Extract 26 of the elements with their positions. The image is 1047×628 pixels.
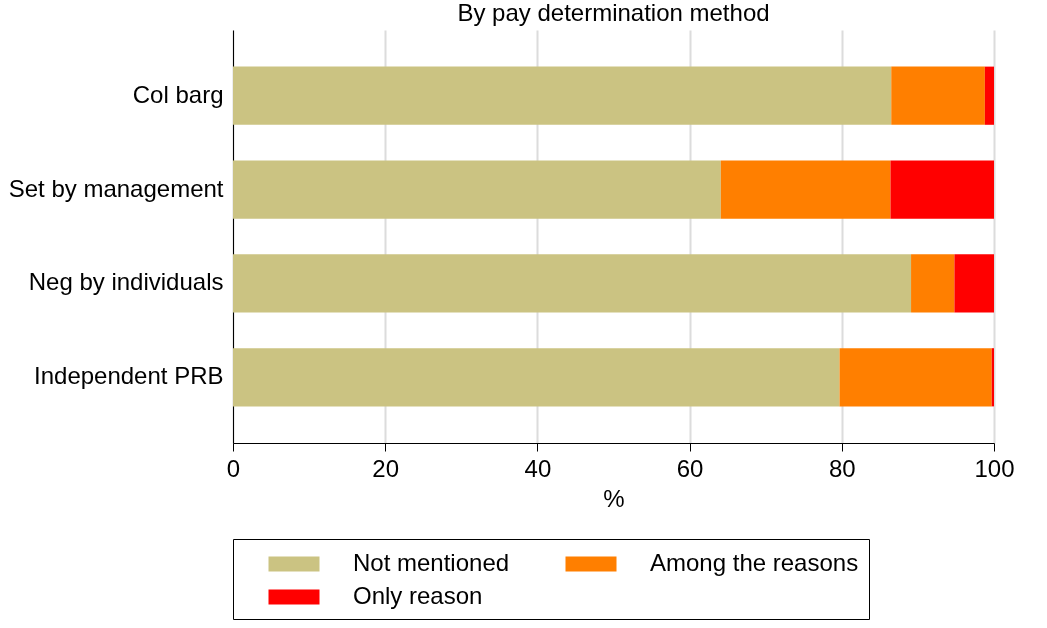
x-axis-title: %	[603, 484, 625, 512]
y-tick-label: Set by management	[8, 174, 224, 202]
bar	[839, 348, 992, 407]
chart-title: By pay determination method	[457, 0, 770, 26]
bar	[233, 348, 840, 407]
y-tick-label: Independent PRB	[34, 362, 224, 390]
bar	[233, 254, 912, 313]
bar	[891, 66, 985, 125]
x-tick-label: 100	[974, 454, 1015, 482]
legend-label: Among the reasons	[650, 549, 859, 576]
bar	[890, 160, 994, 219]
x-tick-label: 40	[524, 454, 552, 482]
bar	[233, 160, 721, 219]
bar	[233, 66, 892, 125]
bar	[984, 66, 994, 125]
x-tick-label: 20	[372, 454, 400, 482]
y-tick-label: Col barg	[132, 80, 224, 108]
bar	[911, 254, 955, 313]
x-tick-label: 60	[676, 454, 704, 482]
legend-label: Only reason	[353, 582, 483, 609]
bar	[954, 254, 994, 313]
x-tick-label: 80	[828, 454, 856, 482]
x-tick-label: 0	[226, 454, 241, 482]
y-tick-label: Neg by individuals	[28, 268, 224, 296]
legend-label: Not mentioned	[353, 549, 510, 576]
bar	[720, 160, 891, 219]
